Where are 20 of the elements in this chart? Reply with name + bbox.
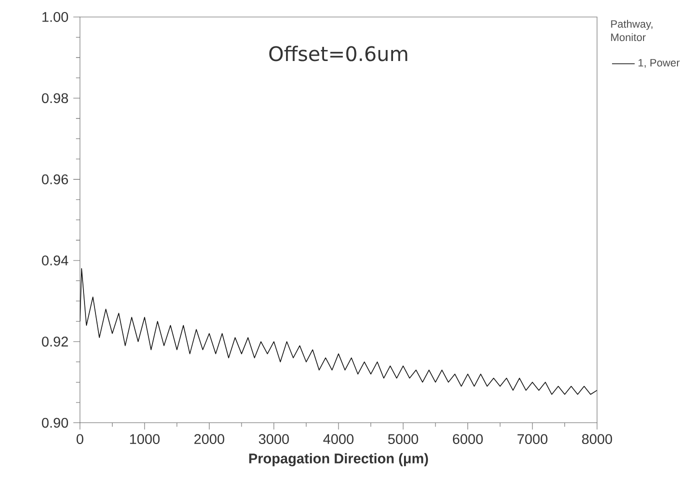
x-tick-label: 2000 [194,434,224,444]
line-series [80,268,598,395]
x-tick-label: 1000 [130,434,160,444]
legend-label: 1, Power [638,59,680,68]
x-tick-label: 0 [76,434,84,444]
y-tick-label: 1.00 [42,12,68,22]
x-tick-label: 7000 [518,434,548,444]
x-tick-label: 5000 [388,434,418,444]
legend-title: Pathway, Monitor [611,20,652,42]
annotation: Offset=0.6um [269,46,408,62]
y-tick-label: 0.94 [42,256,68,266]
y-tick-label: 0.96 [42,174,68,184]
x-axis-title: Propagation Direction (μm) [249,453,428,466]
x-tick-label: 4000 [323,434,354,444]
y-tick-label: 0.98 [42,93,68,104]
y-tick-label: 0.90 [42,418,68,428]
y-tick-label: 0.92 [42,336,68,347]
x-tick-label: 8000 [582,434,612,444]
x-tick-label: 3000 [258,434,289,444]
x-tick-label: 6000 [452,434,483,444]
